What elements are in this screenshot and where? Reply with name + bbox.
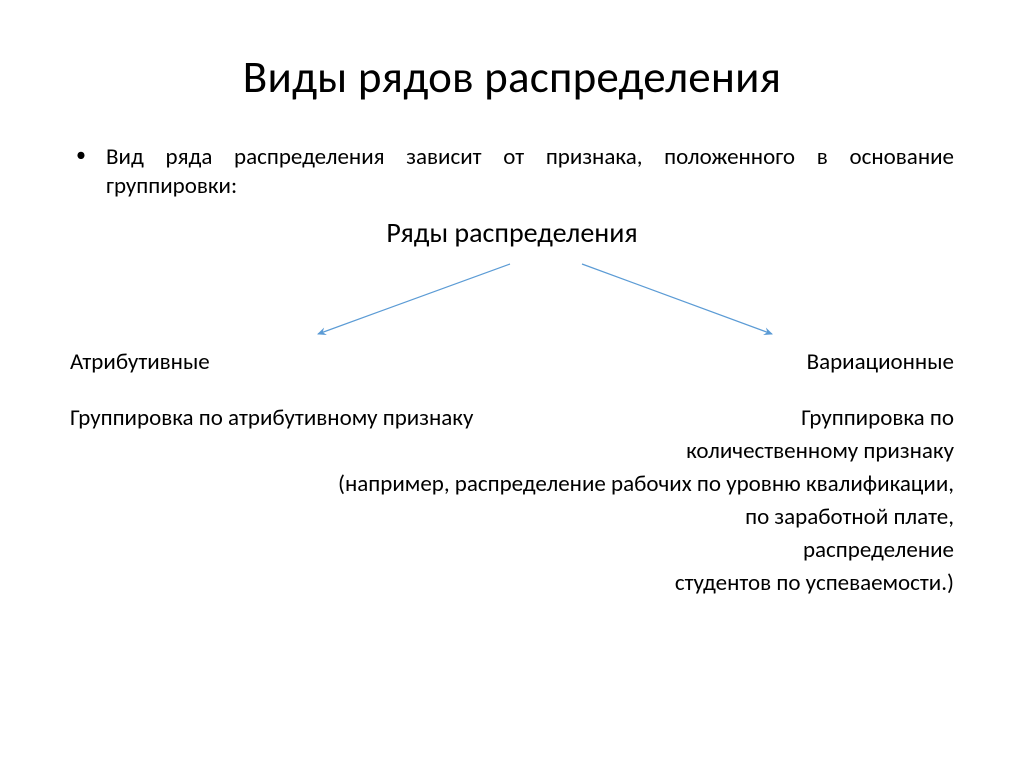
slide-title: Виды рядов распределения bbox=[70, 50, 954, 105]
right-desc-line2: количественному признаку bbox=[70, 436, 954, 467]
right-branch-desc: Группировка по bbox=[533, 404, 954, 432]
right-example-4: студентов по успеваемости.) bbox=[70, 568, 954, 599]
right-branch-name: Вариационные bbox=[512, 348, 954, 376]
branch-labels: Атрибутивные Вариационные bbox=[70, 348, 954, 376]
arrows-container bbox=[70, 258, 954, 346]
right-example-block: количественному признаку (например, расп… bbox=[70, 436, 954, 599]
right-example-2: по заработной плате, bbox=[70, 502, 954, 533]
arrow-right bbox=[582, 264, 772, 334]
branch-descriptions: Группировка по атрибутивному признаку Гр… bbox=[70, 404, 954, 432]
right-example-1: (например, распределение рабочих по уров… bbox=[70, 469, 954, 500]
bullet-marker: • bbox=[70, 143, 106, 168]
intro-bullet: • Вид ряда распределения зависит от приз… bbox=[70, 143, 954, 201]
slide: Виды рядов распределения • Вид ряда расп… bbox=[0, 0, 1024, 767]
right-example-3: распределение bbox=[70, 535, 954, 566]
intro-text: Вид ряда распределения зависит от призна… bbox=[106, 143, 954, 201]
branch-arrows bbox=[70, 258, 954, 348]
right-desc-line1: Группировка по bbox=[801, 404, 954, 432]
left-branch-name: Атрибутивные bbox=[70, 348, 512, 376]
left-branch-desc: Группировка по атрибутивному признаку bbox=[70, 404, 533, 432]
subheading: Ряды распределения bbox=[70, 215, 954, 250]
arrow-left bbox=[318, 264, 510, 334]
